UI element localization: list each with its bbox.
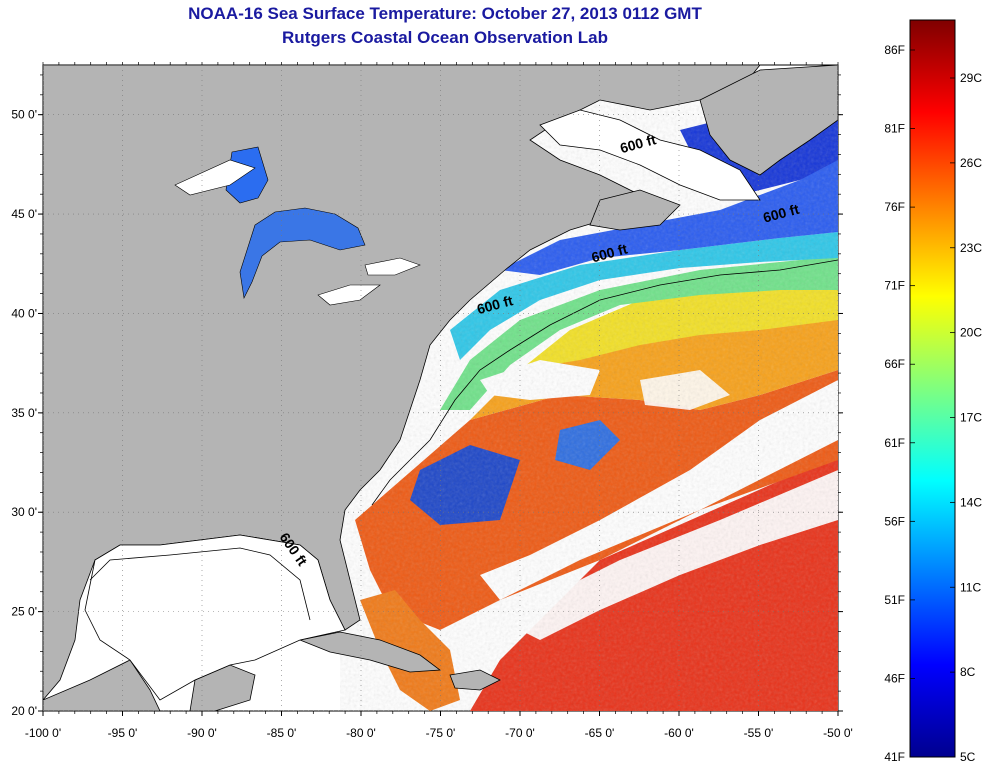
lon-tick-label: -80 0' — [346, 726, 376, 740]
lon-tick-label: -55 0' — [744, 726, 774, 740]
lon-tick-label: -75 0' — [426, 726, 456, 740]
lon-tick-label: -50 0' — [823, 726, 853, 740]
lat-tick-label: 25 0' — [11, 605, 37, 619]
cb-c-label: 20C — [960, 326, 982, 340]
lon-tick-label: -95 0' — [108, 726, 138, 740]
title-block: NOAA-16 Sea Surface Temperature: October… — [40, 2, 850, 50]
map-title: NOAA-16 Sea Surface Temperature: October… — [188, 4, 702, 23]
cb-c-label: 23C — [960, 241, 982, 255]
lon-tick-label: -70 0' — [505, 726, 535, 740]
lon-tick-label: -100 0' — [25, 726, 61, 740]
lat-tick-label: 40 0' — [11, 306, 37, 320]
isobath-600ft — [89, 259, 838, 621]
cb-f-label: 46F — [884, 671, 905, 685]
cb-f-label: 66F — [884, 357, 905, 371]
great-lakes — [174, 146, 421, 306]
cb-c-label: 17C — [960, 411, 982, 425]
lon-tick-label: -90 0' — [187, 726, 217, 740]
lon-tick-label: -65 0' — [585, 726, 615, 740]
cb-f-label: 51F — [884, 593, 905, 607]
cb-c-label: 11C — [960, 580, 981, 594]
cb-f-label: 41F — [884, 750, 905, 764]
cb-f-label: 56F — [884, 514, 905, 528]
cb-f-label: 76F — [884, 200, 905, 214]
land — [43, 65, 838, 711]
cb-c-label: 8C — [960, 665, 976, 679]
cb-c-label: 29C — [960, 71, 982, 85]
lat-tick-label: 35 0' — [11, 406, 37, 420]
cb-f-label: 86F — [884, 43, 905, 57]
map-axes: -100 0' -95 0' -90 0' -85 0' -80 0' -75 0' -70… — [11, 62, 853, 740]
lat-tick-label: 30 0' — [11, 505, 37, 519]
cb-f-label: 71F — [884, 279, 905, 293]
lon-tick-label: -85 0' — [267, 726, 297, 740]
map-subtitle: Rutgers Coastal Ocean Observation Lab — [282, 28, 608, 47]
lon-tick-label: -60 0' — [664, 726, 694, 740]
clouds — [84, 109, 761, 701]
lat-tick-label: 20 0' — [11, 704, 37, 718]
colorbar-c-labels: 29C 26C 23C 20C 17C 14C 11C 8C 5C — [950, 71, 982, 764]
colorbar — [909, 19, 956, 758]
lat-tick-label: 50 0' — [11, 108, 37, 122]
cb-f-label: 61F — [884, 436, 905, 450]
colorbar-f-labels: 86F 81F 76F 71F 66F 61F 56F 51F 46F 41F — [884, 43, 915, 764]
cb-c-label: 14C — [960, 495, 982, 509]
cb-f-label: 81F — [884, 122, 905, 136]
cb-c-label: 5C — [960, 750, 976, 764]
lat-tick-label: 45 0' — [11, 207, 37, 221]
cb-c-label: 26C — [960, 156, 982, 170]
